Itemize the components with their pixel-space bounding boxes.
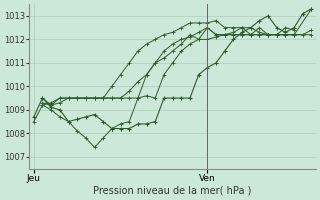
X-axis label: Pression niveau de la mer( hPa ): Pression niveau de la mer( hPa )	[93, 186, 252, 196]
